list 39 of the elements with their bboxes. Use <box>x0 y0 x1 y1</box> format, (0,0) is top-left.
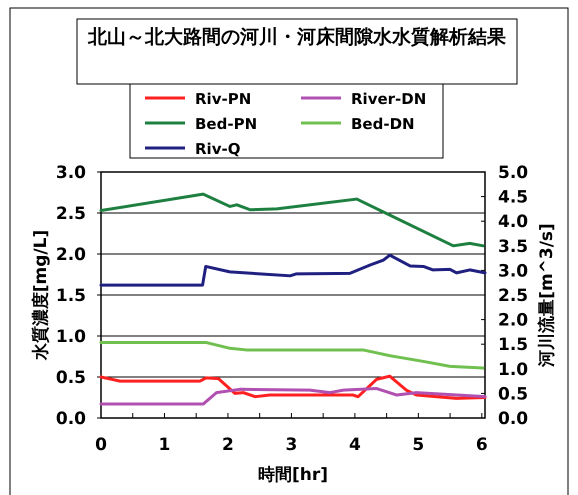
y2-tick-label: 4.0 <box>498 212 528 232</box>
line-series <box>100 254 486 287</box>
y2-tick-label: 2.5 <box>498 286 528 306</box>
line-series <box>100 386 486 406</box>
x-tick-label: 2 <box>222 435 234 455</box>
y2-tick-label: 3.0 <box>498 261 528 282</box>
y-tick-label: 2.0 <box>56 245 86 265</box>
line-series <box>100 374 486 400</box>
y-tick-label: 0.0 <box>56 409 86 429</box>
y2-axis-title: 河川流量[m^3/s] <box>537 223 557 368</box>
line-series <box>100 341 485 370</box>
y-axis-title: 水質濃度[mg/L] <box>31 230 51 362</box>
y-tick-label: 1.5 <box>56 286 86 306</box>
y2-tick-label: 2.0 <box>498 310 528 331</box>
y-tick-label: 0.5 <box>56 368 86 388</box>
y2-tick-label: 1.5 <box>498 335 528 356</box>
chart-title: 北山～北大路間の河川・河床間隙水水質解析結果 <box>86 25 507 50</box>
legend-label: Bed-DN <box>351 115 415 133</box>
x-tick-label: 6 <box>476 435 488 455</box>
y2-tick-label: 3.5 <box>498 236 528 257</box>
y2-tick-label: 0.5 <box>498 384 528 404</box>
y-tick-label: 1.0 <box>56 327 86 347</box>
legend-label: Riv-PN <box>195 90 252 108</box>
x-axis-title: 時間[hr] <box>258 465 328 485</box>
y2-tick-label: 4.5 <box>498 188 528 208</box>
line-series <box>100 192 485 248</box>
x-tick-label: 5 <box>412 435 424 455</box>
x-tick-label: 3 <box>285 435 298 455</box>
x-tick-label: 4 <box>348 435 361 455</box>
x-tick-label: 0 <box>95 435 108 455</box>
legend-label: Bed-PN <box>195 115 258 133</box>
legend-label: Riv-Q <box>195 140 240 158</box>
legend-label: River-DN <box>351 90 426 108</box>
y-tick-label: 2.5 <box>56 204 86 224</box>
y-tick-label: 3.0 <box>56 163 86 183</box>
x-tick-label: 1 <box>158 435 170 455</box>
y2-tick-label: 5.0 <box>498 163 528 183</box>
y2-tick-label: 0.0 <box>498 409 528 429</box>
y2-tick-label: 1.0 <box>498 360 528 380</box>
